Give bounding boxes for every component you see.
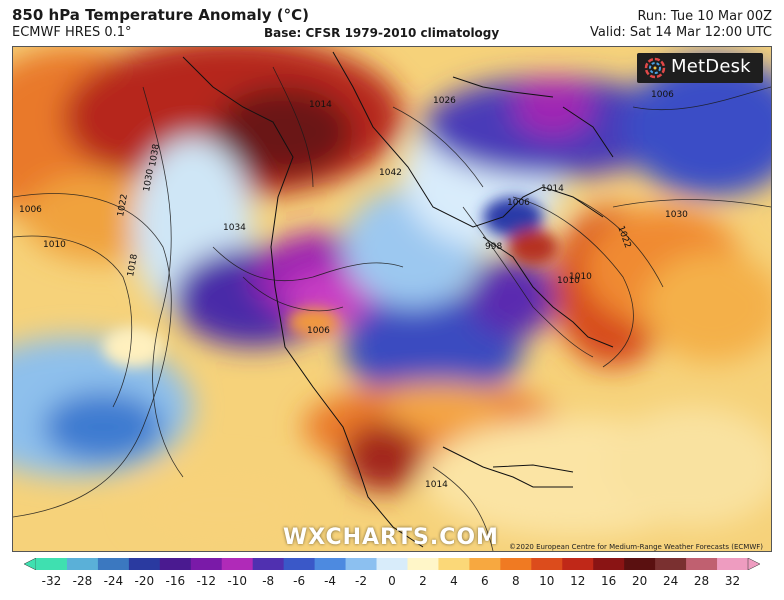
colorbar-tick-label: 10 — [539, 574, 555, 588]
colorbar-segment — [128, 558, 161, 570]
colorbar-ticks: -32 -28 -24 -20 -16 -12 -10 -8 -6 -4 -2 0 2 4 6 8 10 12 16… — [0, 574, 784, 590]
colorbar-segment — [717, 558, 749, 570]
isobar-label: 1006 — [507, 198, 530, 208]
colorbar-segment — [36, 558, 68, 570]
colorbar-segment — [97, 558, 130, 570]
isobar-label: 1034 — [223, 223, 246, 233]
copyright-notice: ©2020 European Centre for Medium-Range W… — [509, 543, 763, 551]
run-time: Run: Tue 10 Mar 00Z — [637, 9, 772, 24]
colorbar-segment — [283, 558, 316, 570]
coastlines — [182, 51, 614, 548]
colorbar-tick-label: 12 — [570, 574, 586, 588]
colorbar-segment — [531, 558, 563, 570]
colorbar-tick-label: 24 — [662, 574, 679, 588]
colorbar-segment — [221, 558, 254, 570]
isobar-label: 1006 — [651, 90, 674, 100]
isobar-label: 1026 — [433, 96, 456, 106]
colorbar-segment — [190, 558, 223, 570]
colorbar-segment — [252, 558, 285, 570]
isobar-label: 1030 — [142, 168, 156, 193]
isobar-label: 1010 — [557, 276, 580, 286]
colorbar-tick-label: -4 — [324, 574, 337, 588]
colorbar-svg — [24, 558, 760, 570]
colorbar-tick-label: 28 — [693, 574, 710, 588]
colorbar-tick-label: 8 — [511, 574, 520, 588]
isobars — [13, 66, 771, 551]
colorbar-tick-label: -8 — [262, 574, 275, 588]
isobar-label: 1014 — [541, 184, 564, 194]
metdesk-logo-icon — [644, 57, 666, 79]
isobar-label: 1006 — [19, 205, 42, 215]
colorbar-tick-label: -6 — [293, 574, 306, 588]
colorbar-max-cap — [747, 558, 760, 570]
colorbar-tick-label: -16 — [165, 574, 186, 588]
isobar-label: 1022 — [116, 193, 130, 217]
colorbar-segment — [314, 558, 347, 570]
colorbar-segment — [624, 558, 656, 570]
isobar-label: 1018 — [126, 253, 140, 278]
colorbar-tick-label: 20 — [632, 574, 648, 588]
colorbar-segment — [66, 558, 99, 570]
isobar-label: 1006 — [307, 326, 330, 336]
small-anomalies — [103, 197, 558, 367]
isobar-label: 1038 — [148, 143, 162, 168]
isobar-label: 1010 — [569, 272, 592, 282]
isobar-label: 1010 — [43, 240, 66, 250]
map-canvas: 1006 1010 1018 1022 1030 1034 1038 1014 … — [13, 47, 771, 551]
isobar-label: 1014 — [309, 100, 332, 110]
chart-header: 850 hPa Temperature Anomaly (°C) ECMWF H… — [0, 0, 784, 46]
chart-title: 850 hPa Temperature Anomaly (°C) — [12, 6, 309, 24]
watermark: WXCHARTS.COM — [283, 525, 499, 550]
colorbar-tick-label: 4 — [450, 574, 458, 588]
anomaly-map: 1006 1010 1018 1022 1030 1034 1038 1014 … — [12, 46, 772, 552]
colorbar-tick-label: 2 — [419, 574, 427, 588]
colorbar-segment — [469, 558, 501, 570]
colorbar-segment — [407, 558, 439, 570]
colorbar-tick-label: -10 — [227, 574, 248, 588]
colorbar-min-cap — [24, 558, 37, 570]
colorbar-tick-label: -12 — [196, 574, 217, 588]
colorbar-segment — [159, 558, 192, 570]
colorbar-tick-label: 0 — [388, 574, 396, 588]
isobar-label: 1014 — [425, 480, 448, 490]
colorbar-segment — [593, 558, 625, 570]
colorbar-segment — [655, 558, 687, 570]
metdesk-logo: MetDesk — [637, 53, 763, 83]
climatology-base: Base: CFSR 1979-2010 climatology — [264, 26, 500, 40]
colorbar-tick-label: -20 — [134, 574, 155, 588]
colorbar-segment — [438, 558, 470, 570]
colorbar-tick-label: 32 — [724, 574, 741, 588]
colorbar-segment — [376, 558, 408, 570]
isobar-label: 1030 — [665, 210, 688, 220]
metdesk-logo-text: MetDesk — [671, 56, 751, 77]
colorbar-tick-label: 6 — [481, 574, 489, 588]
colorbar-segment — [562, 558, 594, 570]
valid-time: Valid: Sat 14 Mar 12:00 UTC — [590, 25, 772, 40]
colorbar-tick-label: -28 — [72, 574, 93, 588]
colorbar-tick-label: -24 — [103, 574, 124, 588]
colorbar-segment — [345, 558, 378, 570]
isobar-label: 1042 — [379, 168, 402, 178]
colorbar-segment — [500, 558, 532, 570]
colorbar-tick-label: -2 — [355, 574, 368, 588]
colorbar-tick-label: -32 — [41, 574, 62, 588]
colorbar-tick-label: 16 — [601, 574, 617, 588]
model-name: ECMWF HRES 0.1° — [12, 25, 132, 40]
isobar-label: 998 — [485, 242, 502, 252]
colorbar — [24, 558, 760, 570]
colorbar-segment — [686, 558, 718, 570]
